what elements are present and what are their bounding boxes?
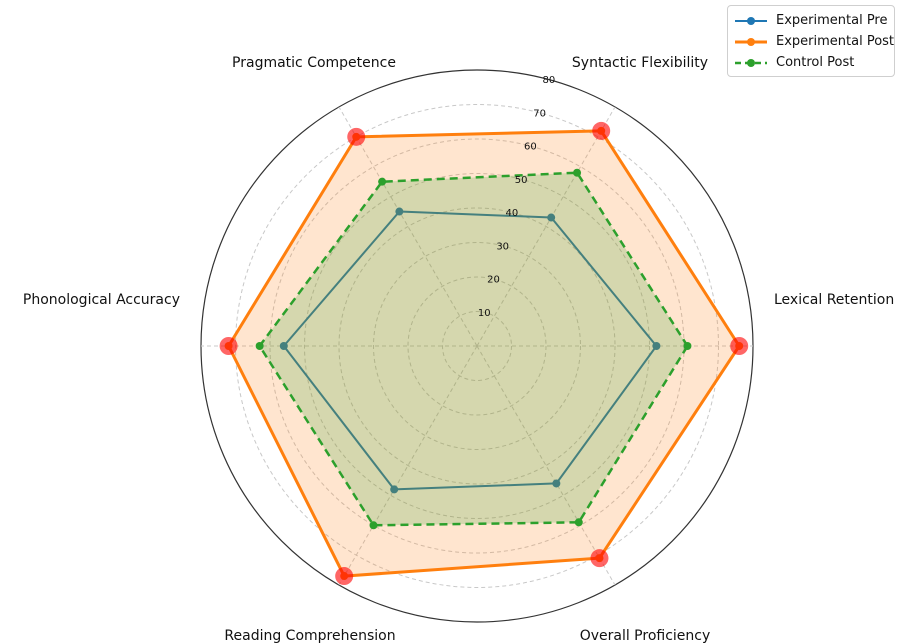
highlight-marker-syntactic-flexibility	[592, 121, 611, 140]
spoke-syntactic-flexibility	[476, 106, 616, 347]
category-labels: Lexical Retention Syntactic Flexibility Pr…	[23, 55, 894, 643]
category-label-reading-comprehension: Reading Comprehension	[224, 628, 395, 643]
highlight-marker-lexical-retention	[730, 337, 749, 355]
grid-circle-10	[442, 311, 512, 381]
point-experimental-pre-lexical-retention	[652, 342, 661, 350]
category-label-syntactic-flexibility: Syntactic Flexibility	[572, 55, 708, 71]
tick-label-80: 80	[542, 75, 555, 86]
grid-circle-30	[373, 242, 581, 450]
point-control-post-syntactic-flexibility	[573, 168, 582, 177]
point-control-post-lexical-retention	[683, 342, 692, 350]
tick-label-10: 10	[478, 308, 491, 319]
point-experimental-pre-reading-comprehension	[390, 485, 399, 494]
highlight-marker-phonological-accuracy	[219, 337, 238, 355]
point-control-post-overall-proficiency	[574, 518, 583, 527]
series-fill-experimental-post	[228, 130, 740, 577]
legend-label-experimental-post: Experimental Post	[776, 34, 895, 49]
spoke-reading-comprehension	[338, 345, 478, 586]
legend: Experimental Pre Experimental Post Contr…	[727, 5, 895, 77]
legend-swatch-control-post	[735, 58, 767, 67]
radial-tick-labels: 10 20 30 40 50 60 70 80	[478, 75, 555, 319]
legend-label-control-post: Control Post	[776, 55, 855, 70]
legend-swatch-experimental-pre	[735, 16, 767, 25]
point-control-post-reading-comprehension	[369, 521, 378, 530]
point-control-post-pragmatic-competence	[378, 177, 387, 186]
spoke-overall-proficiency	[476, 345, 616, 586]
tick-label-40: 40	[506, 208, 519, 219]
point-control-post-phonological-accuracy	[255, 342, 264, 350]
category-label-pragmatic-competence: Pragmatic Competence	[232, 55, 396, 71]
legend-item-experimental-post: Experimental Post	[734, 31, 894, 52]
legend-item-experimental-pre: Experimental Pre	[734, 10, 888, 31]
tick-label-50: 50	[515, 175, 528, 186]
tick-label-60: 60	[524, 142, 537, 153]
highlight-marker-pragmatic-competence	[347, 127, 366, 146]
grid-circle-40	[338, 207, 616, 485]
highlight-marker-overall-proficiency	[590, 549, 609, 568]
point-experimental-pre-syntactic-flexibility	[547, 213, 556, 222]
category-label-lexical-retention: Lexical Retention	[774, 292, 894, 308]
series-fill-control-post	[259, 172, 688, 526]
point-experimental-pre-pragmatic-competence	[395, 207, 404, 216]
legend-label-experimental-pre: Experimental Pre	[776, 13, 888, 28]
spoke-pragmatic-competence	[338, 106, 478, 347]
highlight-markers	[219, 121, 749, 586]
point-experimental-pre-phonological-accuracy	[279, 342, 288, 350]
category-label-phonological-accuracy: Phonological Accuracy	[23, 292, 180, 308]
grid-circle-50	[304, 173, 650, 519]
tick-label-70: 70	[533, 108, 546, 119]
tick-label-20: 20	[487, 275, 500, 286]
highlight-marker-reading-comprehension	[335, 567, 354, 586]
tick-label-30: 30	[496, 241, 509, 252]
legend-swatch-experimental-post	[735, 37, 767, 46]
grid-circle-20	[407, 276, 547, 416]
category-label-overall-proficiency: Overall Proficiency	[580, 628, 711, 643]
point-experimental-pre-overall-proficiency	[552, 479, 561, 488]
legend-item-control-post: Control Post	[734, 52, 888, 73]
